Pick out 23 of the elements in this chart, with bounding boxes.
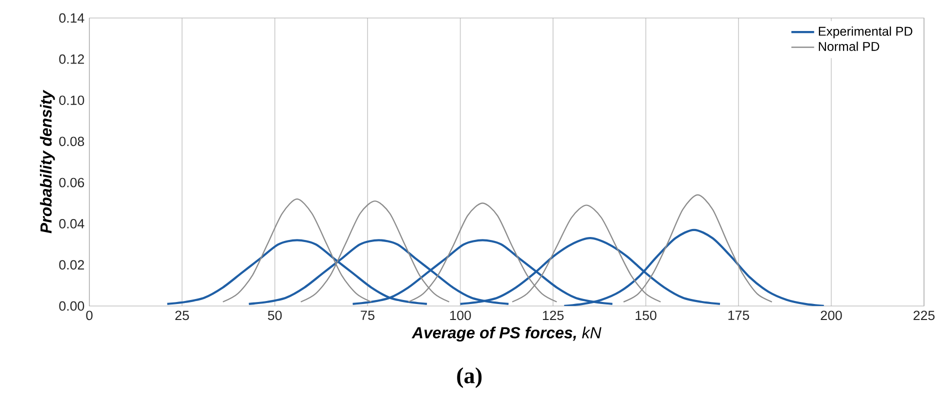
x-tick-label: 50 — [268, 310, 282, 320]
legend-label: Normal PD — [818, 42, 880, 51]
x-tick-label: 0 — [86, 310, 93, 320]
y-tick-label: 0.06 — [59, 178, 84, 188]
legend-label: Experimental PD — [818, 26, 912, 38]
x-tick-label: 75 — [360, 310, 374, 320]
x-axis-title: Average of PS forces, kN — [412, 326, 602, 342]
y-tick-label: 0.14 — [59, 13, 84, 23]
x-tick-label: 200 — [820, 310, 842, 320]
x-tick-label: 150 — [636, 310, 656, 320]
y-axis-title: Probability density — [40, 90, 55, 234]
x-tick-label: 125 — [542, 310, 564, 320]
y-tick-label: 0.02 — [59, 260, 84, 270]
text: (a) — [457, 367, 482, 388]
y-tick-label: 0.12 — [59, 54, 84, 64]
x-tick-label: 100 — [450, 310, 471, 320]
y-tick-label: 0.10 — [59, 96, 84, 105]
x-tick-label: 225 — [914, 310, 935, 320]
x-tick-label: 25 — [175, 310, 189, 320]
x-tick-label: 175 — [728, 310, 750, 320]
y-tick-label: 0.08 — [59, 136, 84, 146]
y-tick-label: 0.00 — [59, 301, 84, 311]
y-tick-label: 0.04 — [59, 219, 84, 228]
